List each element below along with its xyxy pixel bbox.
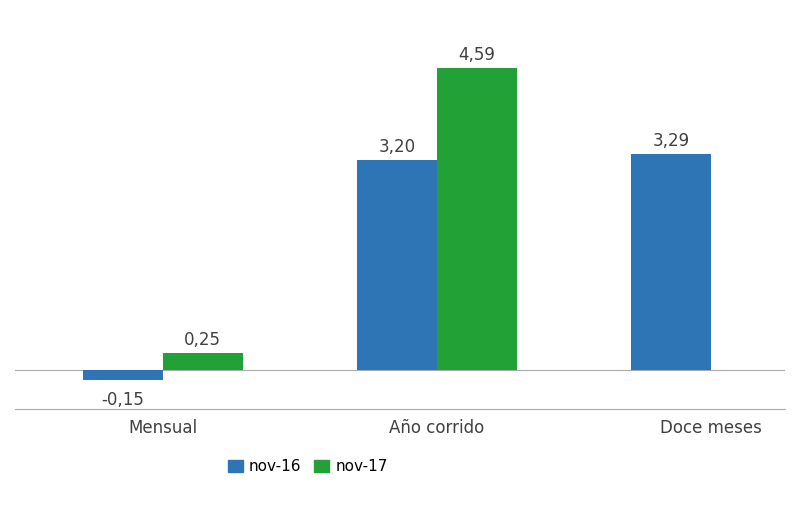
Legend: nov-16, nov-17: nov-16, nov-17 [222,453,394,480]
Bar [631,154,711,370]
Text: 4,59: 4,59 [458,46,495,64]
Bar [437,68,517,370]
Bar [82,370,162,379]
Text: 3,20: 3,20 [378,138,415,156]
Text: -0,15: -0,15 [101,392,144,410]
Bar [162,354,243,370]
Text: 3,29: 3,29 [653,131,690,149]
Bar [357,160,437,370]
Text: 0,25: 0,25 [184,331,222,349]
